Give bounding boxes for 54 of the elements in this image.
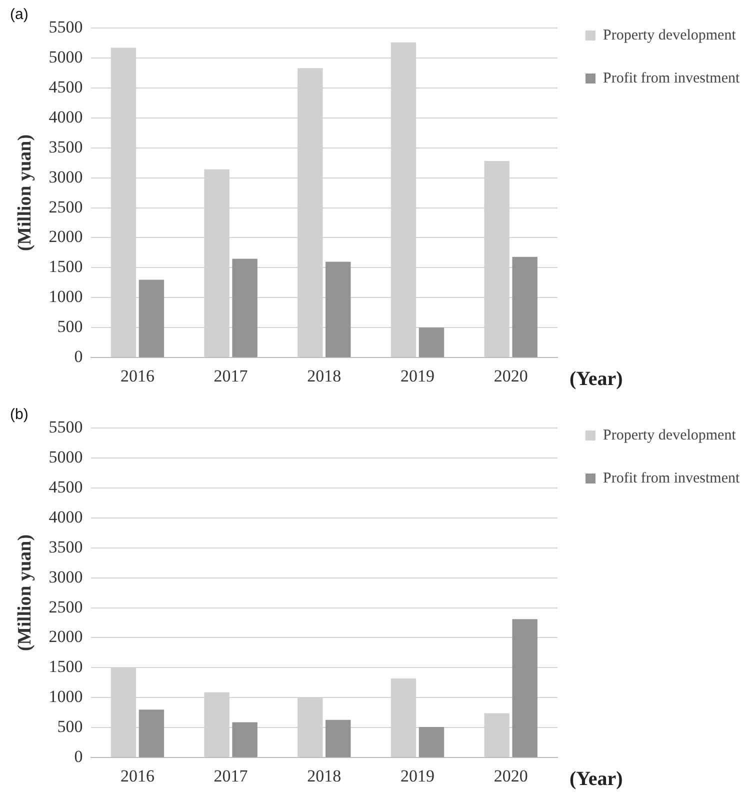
x-tick-label: 2017 (214, 366, 248, 386)
y-tick-label: 3500 (48, 537, 83, 556)
y-tick-label: 5500 (48, 17, 83, 36)
y-tick-label: 0 (74, 747, 83, 766)
x-axis-title: (Year) (570, 368, 623, 390)
y-axis-title: (Million yuan) (14, 134, 36, 252)
y-tick-label: 4500 (48, 77, 83, 96)
bar (512, 256, 538, 358)
y-tick-label: 3000 (48, 567, 83, 586)
y-tick-label: 5000 (48, 447, 83, 466)
y-axis-title: (Million yuan) (14, 534, 36, 652)
legend-label: Profit from investment (603, 70, 740, 86)
y-tick-label: 500 (57, 717, 83, 736)
x-tick-label: 2019 (400, 766, 434, 786)
x-tick-label: 2020 (494, 766, 528, 786)
chart-title: (a) (10, 6, 28, 24)
bar (138, 280, 164, 358)
bar (138, 710, 164, 758)
y-tick-label: 1500 (48, 257, 83, 276)
bar (326, 262, 351, 358)
x-tick-label: 2017 (214, 766, 248, 786)
y-tick-label: 4000 (48, 507, 83, 526)
y-tick-label: 2000 (48, 227, 83, 246)
legend-label: Profit from investment (603, 470, 740, 486)
y-tick-label: 500 (57, 317, 83, 336)
y-tick-label: 1000 (48, 287, 83, 306)
y-tick-label: 3500 (48, 137, 83, 156)
bar (418, 727, 444, 758)
x-axis-title: (Year) (570, 768, 623, 790)
bar (232, 722, 258, 758)
y-tick-label: 2000 (48, 627, 83, 646)
y-tick-label: 3000 (48, 167, 83, 186)
bar (326, 720, 351, 758)
y-tick-label: 1500 (48, 657, 83, 676)
legend-label: Property development (603, 427, 737, 444)
x-tick-label: 2018 (307, 366, 342, 386)
x-tick-label: 2016 (120, 766, 154, 786)
bar (418, 328, 444, 358)
y-tick-label: 1000 (48, 687, 83, 706)
bar (512, 619, 538, 758)
bar (232, 258, 258, 358)
y-tick-label: 0 (74, 347, 83, 366)
y-tick-label: 2500 (48, 197, 83, 216)
x-tick-label: 2020 (494, 366, 528, 386)
legend-label: Property development (603, 27, 737, 44)
x-tick-label: 2018 (307, 766, 342, 786)
chart-title: (b) (10, 406, 28, 424)
x-tick-label: 2019 (400, 366, 434, 386)
y-tick-label: 5500 (48, 417, 83, 436)
y-tick-label: 5000 (48, 47, 83, 66)
x-tick-label: 2016 (120, 366, 154, 386)
y-tick-label: 4000 (48, 107, 83, 126)
y-tick-label: 2500 (48, 597, 83, 616)
y-tick-label: 4500 (48, 477, 83, 496)
